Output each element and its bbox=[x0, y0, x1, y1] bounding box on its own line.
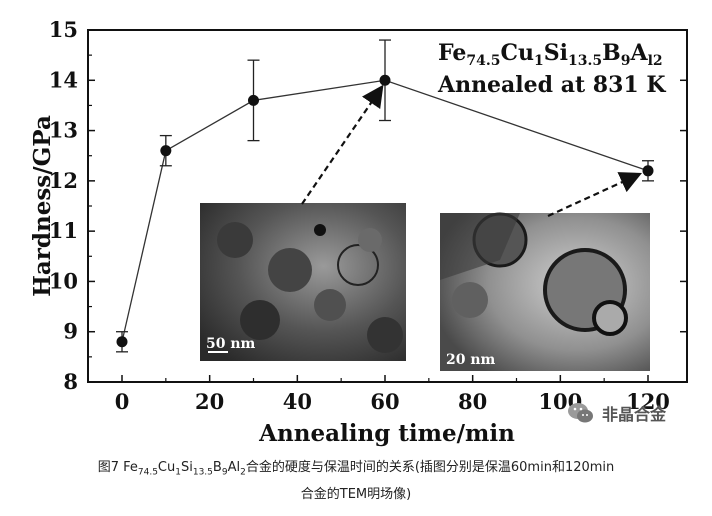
data-point bbox=[248, 94, 259, 106]
data-point bbox=[642, 165, 654, 177]
x-axis-label: Annealing time/min bbox=[258, 420, 515, 447]
annotation-condition: Annealed at 831 K bbox=[437, 72, 666, 98]
data-point bbox=[160, 145, 172, 157]
annotation-composition: Fe74.5Cu1Si13.5B9Al2 bbox=[438, 40, 663, 69]
watermark-text: 非晶合金 bbox=[602, 405, 667, 424]
caption-line: 图7 Fe74.5Cu1Si13.5B9Al2合金的硬度与保温时间的关系(插图分… bbox=[97, 460, 615, 478]
data-point bbox=[379, 74, 391, 86]
inset-pointer-arrows bbox=[301, 84, 643, 218]
wechat-icon bbox=[568, 403, 593, 423]
x-tick-label: 80 bbox=[458, 389, 487, 414]
watermark: 非晶合金 bbox=[566, 398, 666, 428]
x-tick-label: 120 bbox=[626, 389, 670, 414]
y-tick-label: 15 bbox=[49, 17, 78, 42]
figure-caption: 图7 Fe74.5Cu1Si13.5B9Al2合金的硬度与保温时间的关系(插图分… bbox=[14, 457, 698, 506]
x-tick-label: 0 bbox=[115, 389, 130, 414]
arrow-to-inset-1 bbox=[301, 84, 384, 205]
y-axis-label: Hardness/GPa bbox=[29, 115, 56, 297]
x-tick-label: 20 bbox=[195, 389, 224, 414]
scale-bar-label-1: 50 nm bbox=[206, 336, 256, 352]
x-tick-label: 60 bbox=[370, 389, 399, 414]
data-points bbox=[116, 74, 654, 348]
y-tick-label: 12 bbox=[49, 168, 78, 193]
x-axis: 0 20 40 60 80 100 120 bbox=[115, 375, 670, 414]
x-tick-label: 40 bbox=[283, 389, 312, 414]
y-tick-label: 10 bbox=[49, 268, 78, 293]
y-tick-label: 14 bbox=[49, 67, 78, 92]
chart-canvas: 50 nm 20 nm 0 20 40 60 80 100 120 891011121314… bbox=[29, 17, 688, 447]
data-point bbox=[116, 336, 128, 348]
y-tick-label: 13 bbox=[49, 118, 78, 143]
y-tick-label: 9 bbox=[63, 319, 78, 344]
y-tick-label: 8 bbox=[63, 369, 78, 394]
caption-line: 合金的TEM明场像) bbox=[300, 486, 412, 502]
tem-inset-120min: 20 nm bbox=[440, 212, 650, 371]
y-axis: 8 9 10 11 12 13 14 15 bbox=[49, 17, 687, 394]
hardness-chart: 50 nm 20 nm 0 20 40 60 80 100 120 8 9 10 11 12 13 14… bbox=[29, 17, 688, 447]
scale-bar-label-2: 20 nm bbox=[446, 352, 496, 368]
tem-inset-60min: 50 nm bbox=[200, 203, 406, 361]
arrow-to-inset-2 bbox=[547, 172, 643, 218]
y-tick-label: 11 bbox=[49, 218, 78, 243]
